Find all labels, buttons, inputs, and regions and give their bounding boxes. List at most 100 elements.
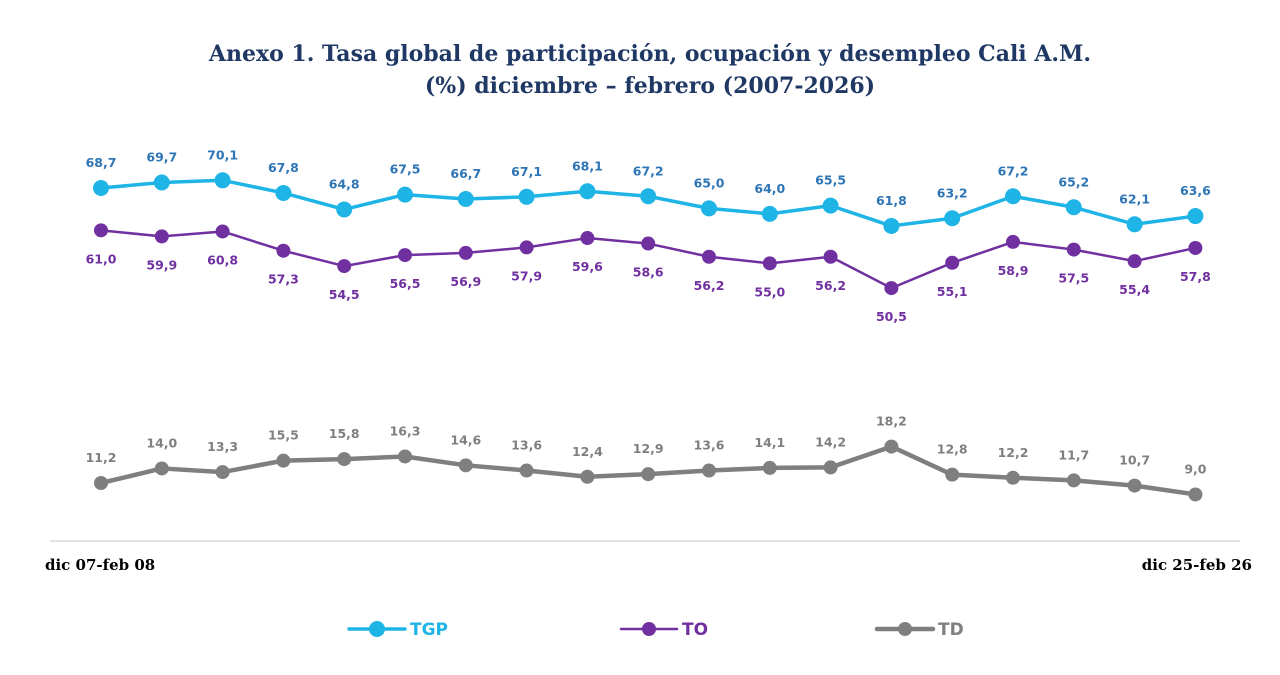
data-label-tgp: 63,6 bbox=[1180, 183, 1211, 198]
data-point-td bbox=[1188, 487, 1203, 502]
series-layer: 68,7 69,7 70,1 67,8 64,8 67,5 66,7 67,1 68,1 67,2… bbox=[86, 147, 1211, 502]
x-axis-end-label: dic 25-feb 26 bbox=[1142, 556, 1252, 574]
legend-swatch-marker bbox=[642, 622, 656, 636]
data-point-tgp bbox=[275, 184, 292, 201]
data-point-tgp bbox=[518, 188, 535, 205]
data-point-td bbox=[884, 439, 899, 454]
data-point-to bbox=[1066, 242, 1081, 257]
data-point-to bbox=[337, 259, 352, 274]
data-label-tgp: 67,8 bbox=[268, 160, 299, 175]
data-label-tgp: 65,2 bbox=[1058, 174, 1089, 189]
data-label-td: 14,6 bbox=[450, 432, 481, 447]
data-point-td bbox=[580, 469, 595, 484]
data-label-tgp: 61,8 bbox=[876, 193, 907, 208]
legend-label-to: TO bbox=[682, 620, 708, 640]
data-label-tgp: 70,1 bbox=[207, 147, 238, 162]
data-point-tgp bbox=[944, 210, 961, 227]
data-point-tgp bbox=[1187, 208, 1204, 225]
chart-title-block: Anexo 1. Tasa global de participación, o… bbox=[0, 38, 1280, 102]
legend-item-tgp: TGP bbox=[347, 620, 448, 640]
data-point-to bbox=[458, 245, 473, 260]
data-point-tgp bbox=[761, 205, 778, 222]
data-point-td bbox=[398, 449, 412, 464]
chart-title: Anexo 1. Tasa global de participación, o… bbox=[208, 41, 1092, 67]
legend-item-td: TD bbox=[874, 620, 964, 640]
data-label-tgp: 67,5 bbox=[390, 162, 421, 177]
series-to: 61,0 59,9 60,8 57,3 54,5 56,5 56,9 57,9 59,6 58,6… bbox=[86, 223, 1211, 324]
data-label-tgp: 65,0 bbox=[694, 175, 725, 190]
data-point-td bbox=[1006, 470, 1020, 485]
legend-swatch-marker bbox=[898, 622, 912, 636]
data-label-to: 57,5 bbox=[1058, 271, 1089, 286]
data-point-td bbox=[823, 460, 838, 475]
data-label-tgp: 67,1 bbox=[511, 164, 542, 179]
data-point-td bbox=[1066, 473, 1081, 488]
data-point-to bbox=[519, 240, 534, 255]
data-point-tgp bbox=[397, 186, 413, 203]
data-point-to bbox=[1006, 234, 1020, 249]
data-point-td bbox=[1127, 478, 1142, 493]
data-label-tgp: 68,7 bbox=[86, 155, 117, 170]
data-point-td bbox=[94, 476, 108, 490]
data-label-td: 14,2 bbox=[815, 434, 846, 449]
legend-label-tgp: TGP bbox=[410, 620, 448, 640]
data-label-tgp: 64,0 bbox=[754, 181, 785, 196]
data-point-to bbox=[823, 249, 838, 264]
data-label-td: 14,0 bbox=[146, 435, 177, 450]
data-point-to bbox=[580, 231, 595, 246]
data-point-to bbox=[641, 236, 656, 251]
data-label-to: 60,8 bbox=[207, 252, 238, 267]
data-label-td: 16,3 bbox=[390, 423, 421, 438]
data-point-to bbox=[276, 243, 291, 258]
data-label-td: 13,6 bbox=[694, 438, 725, 453]
data-point-td bbox=[762, 460, 777, 475]
data-point-tgp bbox=[1126, 216, 1143, 233]
data-label-to: 59,9 bbox=[146, 257, 177, 272]
data-point-td bbox=[458, 458, 473, 473]
data-label-td: 9,0 bbox=[1184, 461, 1206, 476]
data-label-tgp: 62,1 bbox=[1119, 191, 1150, 206]
data-point-td bbox=[337, 452, 352, 467]
legend-item-to: TO bbox=[619, 620, 708, 640]
data-point-tgp bbox=[336, 201, 353, 218]
data-label-to: 58,6 bbox=[633, 265, 664, 280]
data-label-to: 56,5 bbox=[390, 276, 421, 291]
data-label-td: 10,7 bbox=[1119, 453, 1150, 468]
data-label-td: 18,2 bbox=[876, 414, 907, 429]
data-label-td: 11,7 bbox=[1058, 447, 1089, 462]
data-label-to: 50,5 bbox=[876, 309, 907, 324]
data-label-tgp: 69,7 bbox=[146, 150, 177, 165]
legend-swatch-marker bbox=[369, 621, 385, 637]
data-label-tgp: 67,2 bbox=[633, 163, 664, 178]
data-point-tgp bbox=[883, 217, 900, 234]
data-label-to: 59,6 bbox=[572, 259, 603, 274]
data-point-tgp bbox=[822, 197, 839, 214]
data-point-to bbox=[762, 256, 777, 271]
data-label-to: 57,9 bbox=[511, 268, 542, 283]
data-point-td bbox=[519, 463, 534, 478]
data-label-tgp: 63,2 bbox=[937, 185, 968, 200]
data-point-td bbox=[215, 465, 230, 480]
data-label-to: 56,2 bbox=[694, 278, 725, 293]
data-point-tgp bbox=[214, 172, 231, 189]
data-point-tgp bbox=[153, 174, 170, 191]
data-label-tgp: 68,1 bbox=[572, 158, 603, 173]
data-label-td: 11,2 bbox=[86, 450, 117, 465]
series-tgp: 68,7 69,7 70,1 67,8 64,8 67,5 66,7 67,1 68,1 67,2… bbox=[86, 147, 1211, 234]
data-point-td bbox=[945, 467, 960, 482]
data-point-to bbox=[215, 224, 230, 239]
data-point-tgp bbox=[93, 180, 109, 196]
data-point-tgp bbox=[579, 183, 596, 200]
data-label-td: 12,4 bbox=[572, 444, 603, 459]
data-label-tgp: 65,5 bbox=[815, 173, 846, 188]
data-point-to bbox=[945, 255, 960, 270]
data-label-to: 56,9 bbox=[450, 274, 481, 289]
data-point-to bbox=[1188, 240, 1203, 255]
data-label-to: 57,8 bbox=[1180, 269, 1211, 284]
data-label-td: 12,8 bbox=[937, 442, 968, 457]
data-label-to: 57,3 bbox=[268, 272, 299, 287]
data-label-to: 55,4 bbox=[1119, 282, 1150, 297]
data-point-td bbox=[702, 463, 716, 478]
data-point-to bbox=[154, 229, 169, 244]
data-label-to: 54,5 bbox=[329, 287, 360, 302]
